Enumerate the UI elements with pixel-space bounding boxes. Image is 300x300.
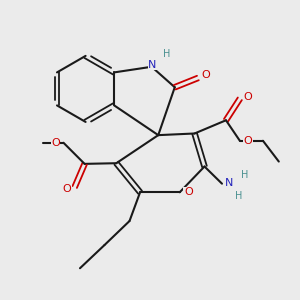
Text: H: H — [163, 49, 170, 59]
Text: O: O — [243, 136, 252, 146]
Text: O: O — [51, 138, 60, 148]
Text: N: N — [225, 178, 233, 188]
Text: O: O — [62, 184, 71, 194]
Text: O: O — [184, 187, 193, 197]
Text: O: O — [243, 92, 252, 102]
Text: N: N — [148, 60, 157, 70]
Text: H: H — [236, 190, 243, 201]
Text: O: O — [201, 70, 210, 80]
Text: H: H — [242, 170, 249, 180]
